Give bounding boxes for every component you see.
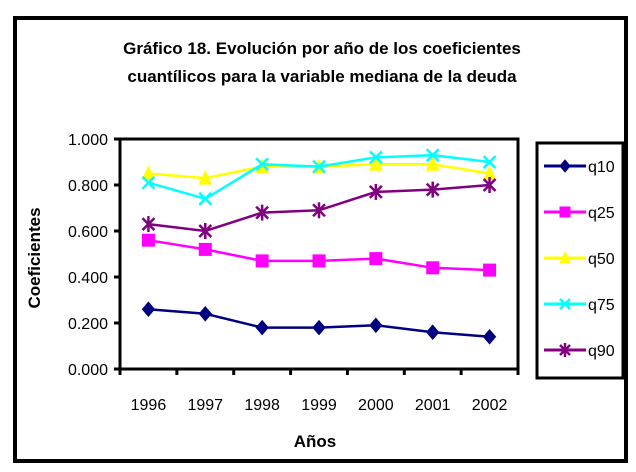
legend-item-q50: q50 — [544, 250, 615, 268]
marker-stroke — [141, 175, 156, 190]
data-point-q25 — [141, 233, 155, 247]
data-point-q10 — [198, 306, 212, 322]
chart-frame — [13, 16, 628, 463]
data-point-q50 — [141, 165, 156, 180]
data-point-q90 — [425, 181, 440, 198]
y-axis-label: Coeficientes — [25, 207, 44, 308]
marker-stroke — [368, 150, 383, 165]
data-point-q10 — [369, 317, 383, 334]
data-point-q25 — [255, 254, 269, 268]
x-tick-label: 1999 — [301, 397, 337, 414]
marker-stroke — [559, 298, 571, 310]
series-q90 — [141, 177, 497, 239]
data-point-q25 — [369, 252, 383, 266]
series-q10 — [141, 301, 497, 345]
data-point-q25 — [483, 263, 497, 277]
legend-label: q10 — [588, 159, 615, 176]
chart-title-line-1: Gráfico 18. Evolución por año de los coe… — [123, 39, 521, 58]
y-tick-label: 0.800 — [68, 178, 108, 195]
legend: q10 q25 q50 q75 q90 — [535, 141, 625, 380]
x-tick-label: 1998 — [244, 397, 280, 414]
data-point-q75 — [141, 175, 156, 190]
x-tick-label: 2001 — [415, 397, 451, 414]
data-point-q10 — [312, 319, 326, 336]
legend-label: q75 — [588, 297, 615, 314]
data-point-q75 — [425, 148, 440, 162]
legend-item-q90: q90 — [544, 343, 615, 360]
data-point-q10 — [141, 301, 156, 317]
data-point-q50 — [369, 156, 383, 171]
legend-marker — [559, 159, 571, 173]
legend-label: q50 — [588, 251, 615, 268]
chart-title-line-2: cuantílicos para la variable mediana de … — [127, 67, 517, 86]
x-tick-label: 2000 — [358, 397, 394, 414]
data-point-q50 — [198, 169, 213, 185]
data-point-q90 — [198, 223, 213, 239]
data-point-q50 — [425, 156, 440, 171]
data-point-q10 — [482, 329, 497, 345]
x-tick-label: 2002 — [472, 397, 508, 414]
marker-stroke — [198, 191, 213, 206]
legend-marker — [559, 250, 571, 264]
legend-item-q25: q25 — [544, 205, 615, 222]
data-point-q75 — [482, 155, 497, 169]
marker-stroke — [425, 148, 440, 162]
data-point-q75 — [312, 159, 326, 174]
legend-item-q75: q75 — [544, 297, 615, 314]
y-tick-label: 0.400 — [68, 270, 108, 287]
x-tick-label: 1996 — [131, 397, 167, 414]
data-point-q25 — [426, 261, 440, 275]
legend-item-q10: q10 — [544, 159, 615, 176]
data-point-q10 — [255, 319, 269, 336]
data-point-q75 — [255, 157, 270, 172]
data-point-q90 — [255, 204, 270, 221]
series-q75 — [141, 148, 497, 206]
y-tick-label: 0.600 — [68, 224, 108, 241]
y-tick-label: 0.000 — [68, 362, 108, 379]
data-point-q75 — [368, 150, 383, 165]
data-point-q90 — [141, 216, 156, 233]
data-point-q25 — [312, 254, 326, 268]
legend-label: q90 — [588, 343, 615, 360]
plot-area: 0.000 0.200 0.400 0.600 0.800 1.000 1996 1997 19… — [68, 132, 520, 414]
data-point-q75 — [198, 191, 213, 206]
legend-label: q25 — [588, 205, 615, 222]
marker-stroke — [312, 159, 326, 174]
x-axis-label: Años — [294, 432, 337, 451]
y-tick-label: 0.200 — [68, 316, 108, 333]
marker-stroke — [482, 155, 497, 169]
data-point-q25 — [198, 242, 212, 256]
data-point-q90 — [312, 202, 326, 219]
legend-marker — [559, 343, 571, 357]
legend-marker — [559, 298, 571, 310]
data-point-q90 — [368, 183, 383, 200]
x-tick-label: 1997 — [187, 397, 223, 414]
data-point-q10 — [426, 324, 440, 340]
series-q25 — [141, 233, 497, 277]
legend-box — [535, 141, 625, 380]
marker-stroke — [255, 157, 270, 172]
data-point-q90 — [482, 177, 497, 193]
plot-border — [118, 137, 520, 371]
legend-marker — [559, 206, 571, 218]
y-tick-label: 1.000 — [68, 132, 108, 149]
